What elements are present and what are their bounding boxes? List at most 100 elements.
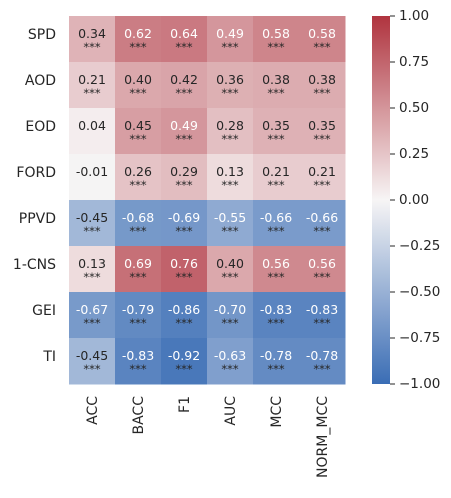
cell-value-label: 0.49 [216, 26, 244, 41]
cell-value-label: 0.56 [308, 256, 336, 271]
heatmap-cell [207, 338, 254, 385]
cell-value-label: 0.40 [124, 72, 152, 87]
heatmap-cell [299, 154, 346, 201]
row-label: AOD [25, 73, 56, 89]
significance-label: *** [313, 316, 331, 330]
significance-label: *** [83, 316, 101, 330]
cell-value-label: 0.62 [124, 26, 152, 41]
heatmap-cells: 0.34***0.62***0.64***0.49***0.58***0.58*… [69, 16, 346, 385]
heatmap-cell [253, 338, 300, 385]
cell-value-label: 0.76 [170, 256, 198, 271]
heatmap-cell [253, 246, 300, 293]
row-label: SPD [28, 27, 56, 43]
significance-label: *** [267, 86, 285, 100]
significance-label: *** [175, 178, 193, 192]
colorbar-tick-label: −1.00 [399, 376, 440, 392]
heatmap-cell [253, 16, 300, 63]
heatmap-cell [115, 246, 162, 293]
heatmap-cell [161, 62, 208, 109]
cell-value-label: -0.01 [76, 164, 108, 179]
cell-value-label: 0.38 [262, 72, 290, 87]
significance-label: *** [129, 362, 147, 376]
significance-label: *** [221, 270, 239, 284]
cell-value-label: 0.21 [78, 72, 106, 87]
heatmap-cell [69, 292, 116, 339]
cell-value-label: 0.69 [124, 256, 152, 271]
column-label: MCC [269, 396, 285, 428]
colorbar-tick-label: −0.50 [399, 284, 440, 300]
colorbar-tick-label: 0.50 [399, 100, 429, 116]
significance-label: *** [129, 224, 147, 238]
cell-value-label: -0.68 [122, 210, 154, 225]
heatmap-cell [207, 292, 254, 339]
heatmap-cell [253, 200, 300, 247]
significance-label: *** [175, 224, 193, 238]
significance-label: *** [175, 40, 193, 54]
heatmap-cell [207, 246, 254, 293]
significance-label: *** [221, 40, 239, 54]
row-label: FORD [16, 165, 56, 181]
heatmap-cell [299, 108, 346, 155]
significance-label: *** [267, 362, 285, 376]
heatmap-cell [161, 16, 208, 63]
heatmap-cell [115, 16, 162, 63]
colorbar-tick-label: 0.25 [399, 146, 429, 162]
significance-label: *** [267, 132, 285, 146]
cell-value-label: -0.79 [122, 302, 154, 317]
cell-value-label: 0.21 [308, 164, 336, 179]
significance-label: *** [175, 362, 193, 376]
heatmap-cell [115, 154, 162, 201]
significance-label: *** [267, 178, 285, 192]
significance-label: *** [267, 224, 285, 238]
cell-value-label: 0.58 [308, 26, 336, 41]
heatmap-cell [69, 154, 116, 201]
heatmap-cell [207, 154, 254, 201]
significance-label: *** [129, 86, 147, 100]
heatmap-cell [161, 200, 208, 247]
heatmap-cell [299, 16, 346, 63]
significance-label: *** [175, 86, 193, 100]
heatmap-cell [69, 338, 116, 385]
heatmap-cell [253, 292, 300, 339]
significance-label: *** [83, 40, 101, 54]
significance-label: *** [267, 316, 285, 330]
heatmap-cell [207, 62, 254, 109]
colorbar-tick-label: −0.75 [399, 330, 440, 346]
cell-value-label: -0.70 [214, 302, 246, 317]
significance-label: *** [221, 178, 239, 192]
cell-value-label: -0.66 [306, 210, 338, 225]
row-label: EOD [25, 119, 56, 135]
heatmap-cell [253, 154, 300, 201]
heatmap-cell [115, 338, 162, 385]
significance-label: *** [221, 86, 239, 100]
significance-label: *** [267, 40, 285, 54]
heatmap-cell [161, 292, 208, 339]
significance-label: *** [221, 362, 239, 376]
heatmap-cell [299, 292, 346, 339]
significance-label: *** [83, 86, 101, 100]
cell-value-label: 0.35 [308, 118, 336, 133]
significance-label: *** [129, 178, 147, 192]
heatmap-cell [253, 62, 300, 109]
heatmap-cell [253, 108, 300, 155]
column-label: F1 [177, 396, 193, 413]
column-label: NORM_MCC [315, 396, 331, 478]
row-label: GEI [32, 303, 56, 319]
cell-value-label: 0.64 [170, 26, 198, 41]
significance-label: *** [221, 132, 239, 146]
colorbar: 1.00 0.75 0.50 0.25 0.00 −0.25 −0.50 −0.75 −1.00 [372, 8, 440, 392]
cell-value-label: 0.56 [262, 256, 290, 271]
cell-value-label: 0.28 [216, 118, 244, 133]
cell-value-label: 0.26 [124, 164, 152, 179]
cell-value-label: 0.35 [262, 118, 290, 133]
column-label: AUC [223, 396, 239, 426]
heatmap-cell [299, 200, 346, 247]
significance-label: *** [83, 224, 101, 238]
cell-value-label: 0.13 [216, 164, 244, 179]
cell-value-label: 0.45 [124, 118, 152, 133]
cell-value-label: -0.69 [168, 210, 200, 225]
cell-value-label: 0.04 [78, 118, 106, 133]
colorbar-tick-label: 0.75 [399, 54, 429, 70]
heatmap-cell [115, 62, 162, 109]
